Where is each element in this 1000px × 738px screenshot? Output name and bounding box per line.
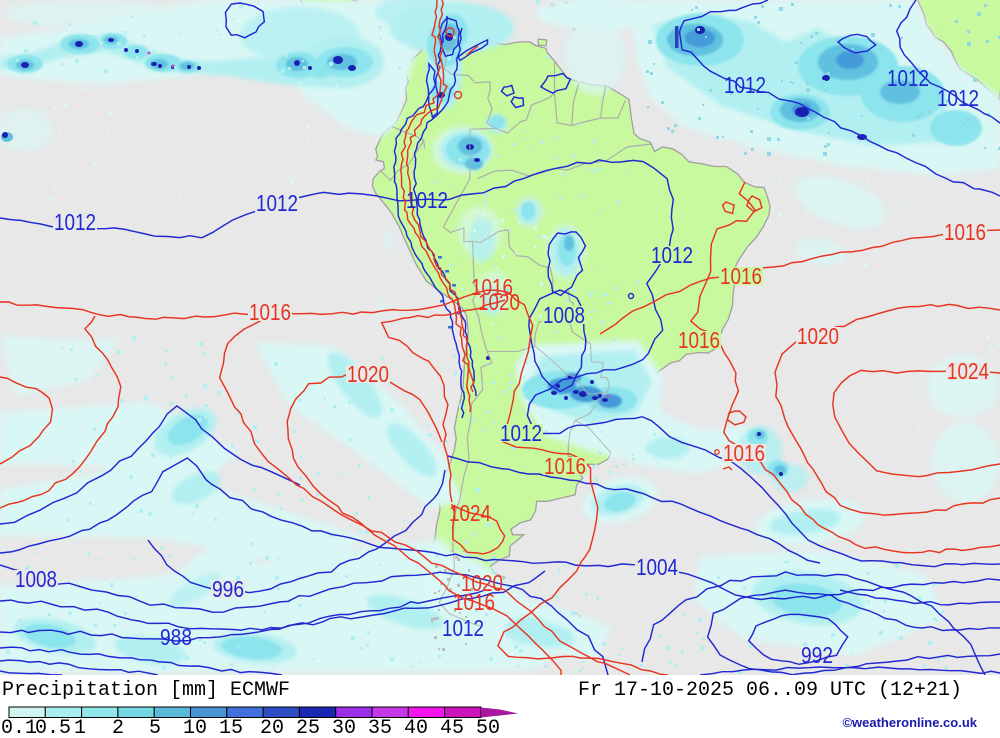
svg-text:1020: 1020 bbox=[797, 323, 839, 349]
svg-text:1012: 1012 bbox=[442, 615, 484, 641]
svg-text:Precipitation [mm] ECMWF: Precipitation [mm] ECMWF bbox=[2, 679, 290, 702]
svg-text:35: 35 bbox=[368, 717, 392, 733]
svg-text:1004: 1004 bbox=[636, 554, 678, 580]
svg-text:1012: 1012 bbox=[54, 209, 96, 235]
svg-text:1016: 1016 bbox=[944, 219, 986, 245]
svg-text:0.1: 0.1 bbox=[1, 717, 37, 733]
svg-text:40: 40 bbox=[404, 717, 428, 733]
svg-text:©weatheronline.co.uk: ©weatheronline.co.uk bbox=[842, 715, 977, 730]
svg-text:988: 988 bbox=[160, 624, 192, 650]
svg-text:1008: 1008 bbox=[543, 302, 585, 328]
svg-text:1020: 1020 bbox=[461, 570, 503, 596]
svg-text:1012: 1012 bbox=[406, 187, 448, 213]
svg-text:996: 996 bbox=[212, 576, 244, 602]
svg-text:1016: 1016 bbox=[544, 453, 586, 479]
svg-text:1012: 1012 bbox=[256, 190, 298, 216]
svg-text:15: 15 bbox=[219, 717, 243, 733]
svg-text:20: 20 bbox=[260, 717, 284, 733]
svg-text:1012: 1012 bbox=[724, 72, 766, 98]
svg-text:1016: 1016 bbox=[678, 327, 720, 353]
svg-text:0.5: 0.5 bbox=[35, 717, 71, 733]
svg-text:2: 2 bbox=[112, 717, 124, 733]
svg-text:1012: 1012 bbox=[937, 85, 979, 111]
svg-text:1012: 1012 bbox=[887, 65, 929, 91]
svg-text:30: 30 bbox=[332, 717, 356, 733]
svg-text:1012: 1012 bbox=[500, 420, 542, 446]
svg-text:1020: 1020 bbox=[347, 361, 389, 387]
svg-text:10: 10 bbox=[183, 717, 207, 733]
svg-text:992: 992 bbox=[801, 642, 833, 668]
svg-text:1016: 1016 bbox=[723, 440, 765, 466]
svg-text:5: 5 bbox=[149, 717, 161, 733]
svg-text:1016: 1016 bbox=[471, 274, 513, 300]
svg-text:Fr 17-10-2025 06..09 UTC (12+2: Fr 17-10-2025 06..09 UTC (12+21) bbox=[578, 679, 962, 702]
svg-text:25: 25 bbox=[296, 717, 320, 733]
svg-text:1016: 1016 bbox=[720, 263, 762, 289]
svg-text:1024: 1024 bbox=[449, 500, 491, 526]
svg-text:1016: 1016 bbox=[453, 589, 495, 615]
svg-text:1016: 1016 bbox=[249, 299, 291, 325]
svg-text:50: 50 bbox=[476, 717, 500, 733]
svg-text:45: 45 bbox=[440, 717, 464, 733]
svg-text:1: 1 bbox=[74, 717, 86, 733]
svg-text:1020: 1020 bbox=[478, 289, 520, 315]
svg-text:1008: 1008 bbox=[15, 566, 57, 592]
svg-text:1012: 1012 bbox=[651, 242, 693, 268]
svg-text:1024: 1024 bbox=[947, 358, 989, 384]
